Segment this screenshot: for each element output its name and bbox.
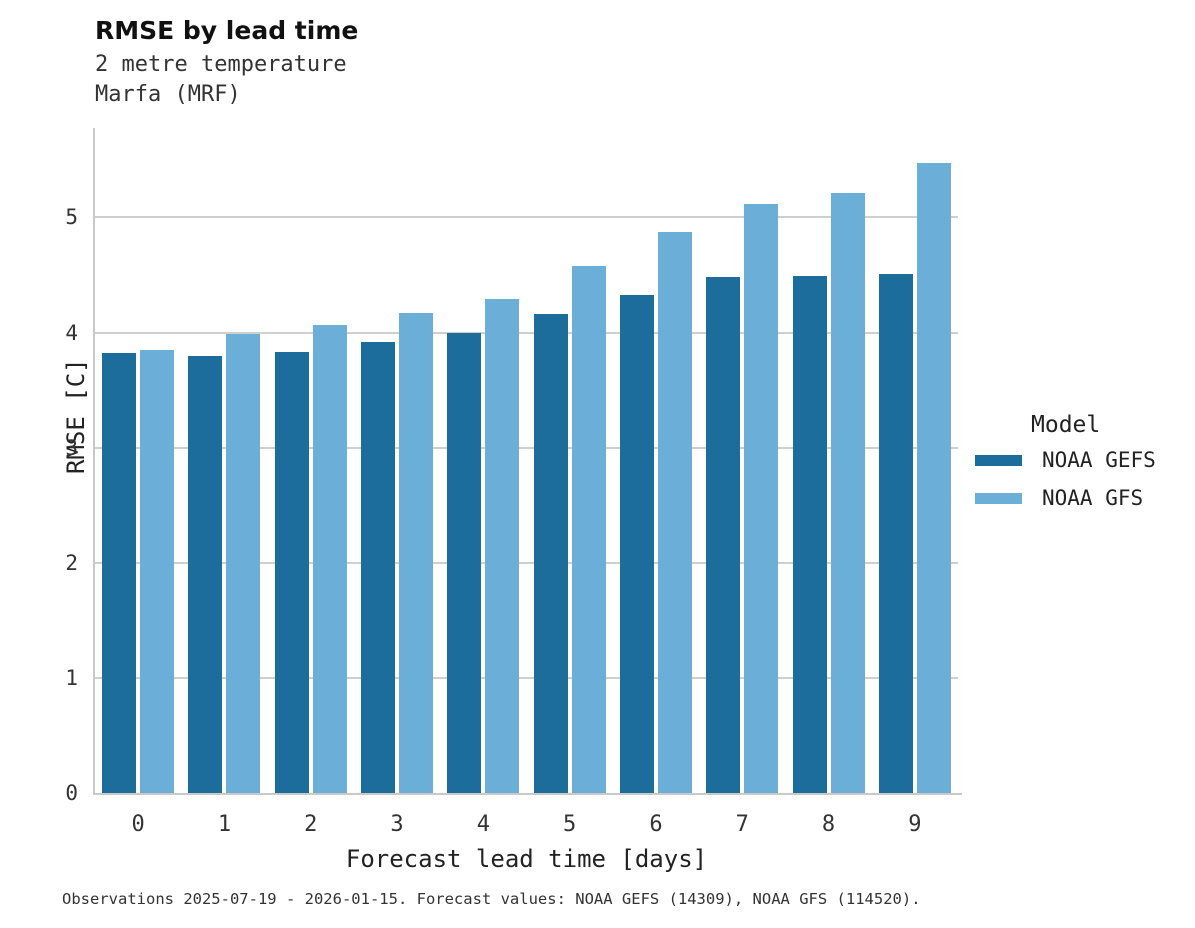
bar-noaa-gefs-day-0 — [102, 353, 136, 793]
bar-noaa-gfs-day-5 — [572, 266, 606, 793]
plot-area — [95, 130, 958, 793]
legend: Model NOAA GEFS NOAA GFS — [975, 412, 1156, 524]
legend-label: NOAA GEFS — [1042, 448, 1156, 472]
x-tick-label-4: 4 — [476, 812, 490, 837]
gridline-y-5 — [95, 216, 958, 219]
chart-subtitle-variable: 2 metre temperature — [95, 52, 347, 77]
bar-noaa-gefs-day-3 — [361, 342, 395, 793]
y-axis-spine — [93, 128, 95, 795]
x-tick-label-1: 1 — [217, 812, 232, 837]
legend-label: NOAA GFS — [1042, 486, 1144, 510]
bar-noaa-gfs-day-3 — [399, 313, 433, 793]
x-axis-spine — [93, 793, 962, 795]
bar-noaa-gfs-day-1 — [226, 334, 260, 793]
y-tick-label-3: 3 — [65, 435, 78, 460]
chart-title: RMSE by lead time — [95, 16, 359, 45]
y-tick-label-2: 2 — [65, 550, 78, 575]
bar-noaa-gefs-day-8 — [793, 276, 827, 793]
bar-noaa-gefs-day-9 — [879, 274, 913, 793]
bar-noaa-gfs-day-8 — [831, 193, 865, 793]
bar-noaa-gfs-day-4 — [485, 299, 519, 793]
bar-noaa-gefs-day-5 — [534, 314, 568, 793]
bar-noaa-gfs-day-2 — [313, 325, 347, 793]
gridline-y-3 — [95, 446, 958, 449]
x-axis-title: Forecast lead time [days] — [345, 845, 708, 873]
bar-noaa-gefs-day-7 — [706, 277, 740, 793]
bar-noaa-gfs-day-0 — [140, 350, 174, 793]
y-tick-label-4: 4 — [65, 320, 78, 345]
bar-noaa-gefs-day-1 — [188, 356, 222, 793]
legend-items: NOAA GEFS NOAA GFS — [975, 448, 1156, 510]
bar-noaa-gefs-day-4 — [447, 333, 481, 793]
x-tick-label-2: 2 — [304, 812, 318, 837]
x-tick-label-8: 8 — [821, 812, 836, 837]
legend-swatch-icon — [975, 492, 1022, 504]
bar-noaa-gfs-day-6 — [658, 232, 692, 793]
chart-subtitle-station: Marfa (MRF) — [95, 82, 241, 107]
legend-item-noaa-gfs: NOAA GFS — [975, 486, 1156, 510]
x-tick-label-6: 6 — [649, 812, 663, 837]
x-tick-label-3: 3 — [390, 812, 404, 837]
footer-caption: Observations 2025-07-19 - 2026-01-15. Fo… — [62, 890, 921, 908]
gridline-y-1 — [95, 676, 958, 679]
x-tick-label-0: 0 — [131, 812, 145, 837]
gridline-y-4 — [95, 331, 958, 334]
bar-noaa-gefs-day-2 — [275, 352, 309, 793]
legend-item-noaa-gefs: NOAA GEFS — [975, 448, 1156, 472]
gridline-y-2 — [95, 561, 958, 564]
y-tick-label-0: 0 — [65, 781, 78, 805]
legend-swatch-icon — [975, 454, 1022, 466]
x-tick-label-7: 7 — [735, 812, 749, 837]
x-tick-label-5: 5 — [563, 812, 577, 837]
bar-noaa-gfs-day-9 — [917, 163, 951, 793]
legend-title: Model — [1031, 412, 1101, 438]
y-tick-label-1: 1 — [65, 665, 78, 690]
bar-noaa-gfs-day-7 — [744, 204, 778, 793]
y-tick-label-5: 5 — [65, 205, 78, 230]
x-tick-label-9: 9 — [908, 812, 922, 837]
bar-noaa-gefs-day-6 — [620, 295, 654, 793]
